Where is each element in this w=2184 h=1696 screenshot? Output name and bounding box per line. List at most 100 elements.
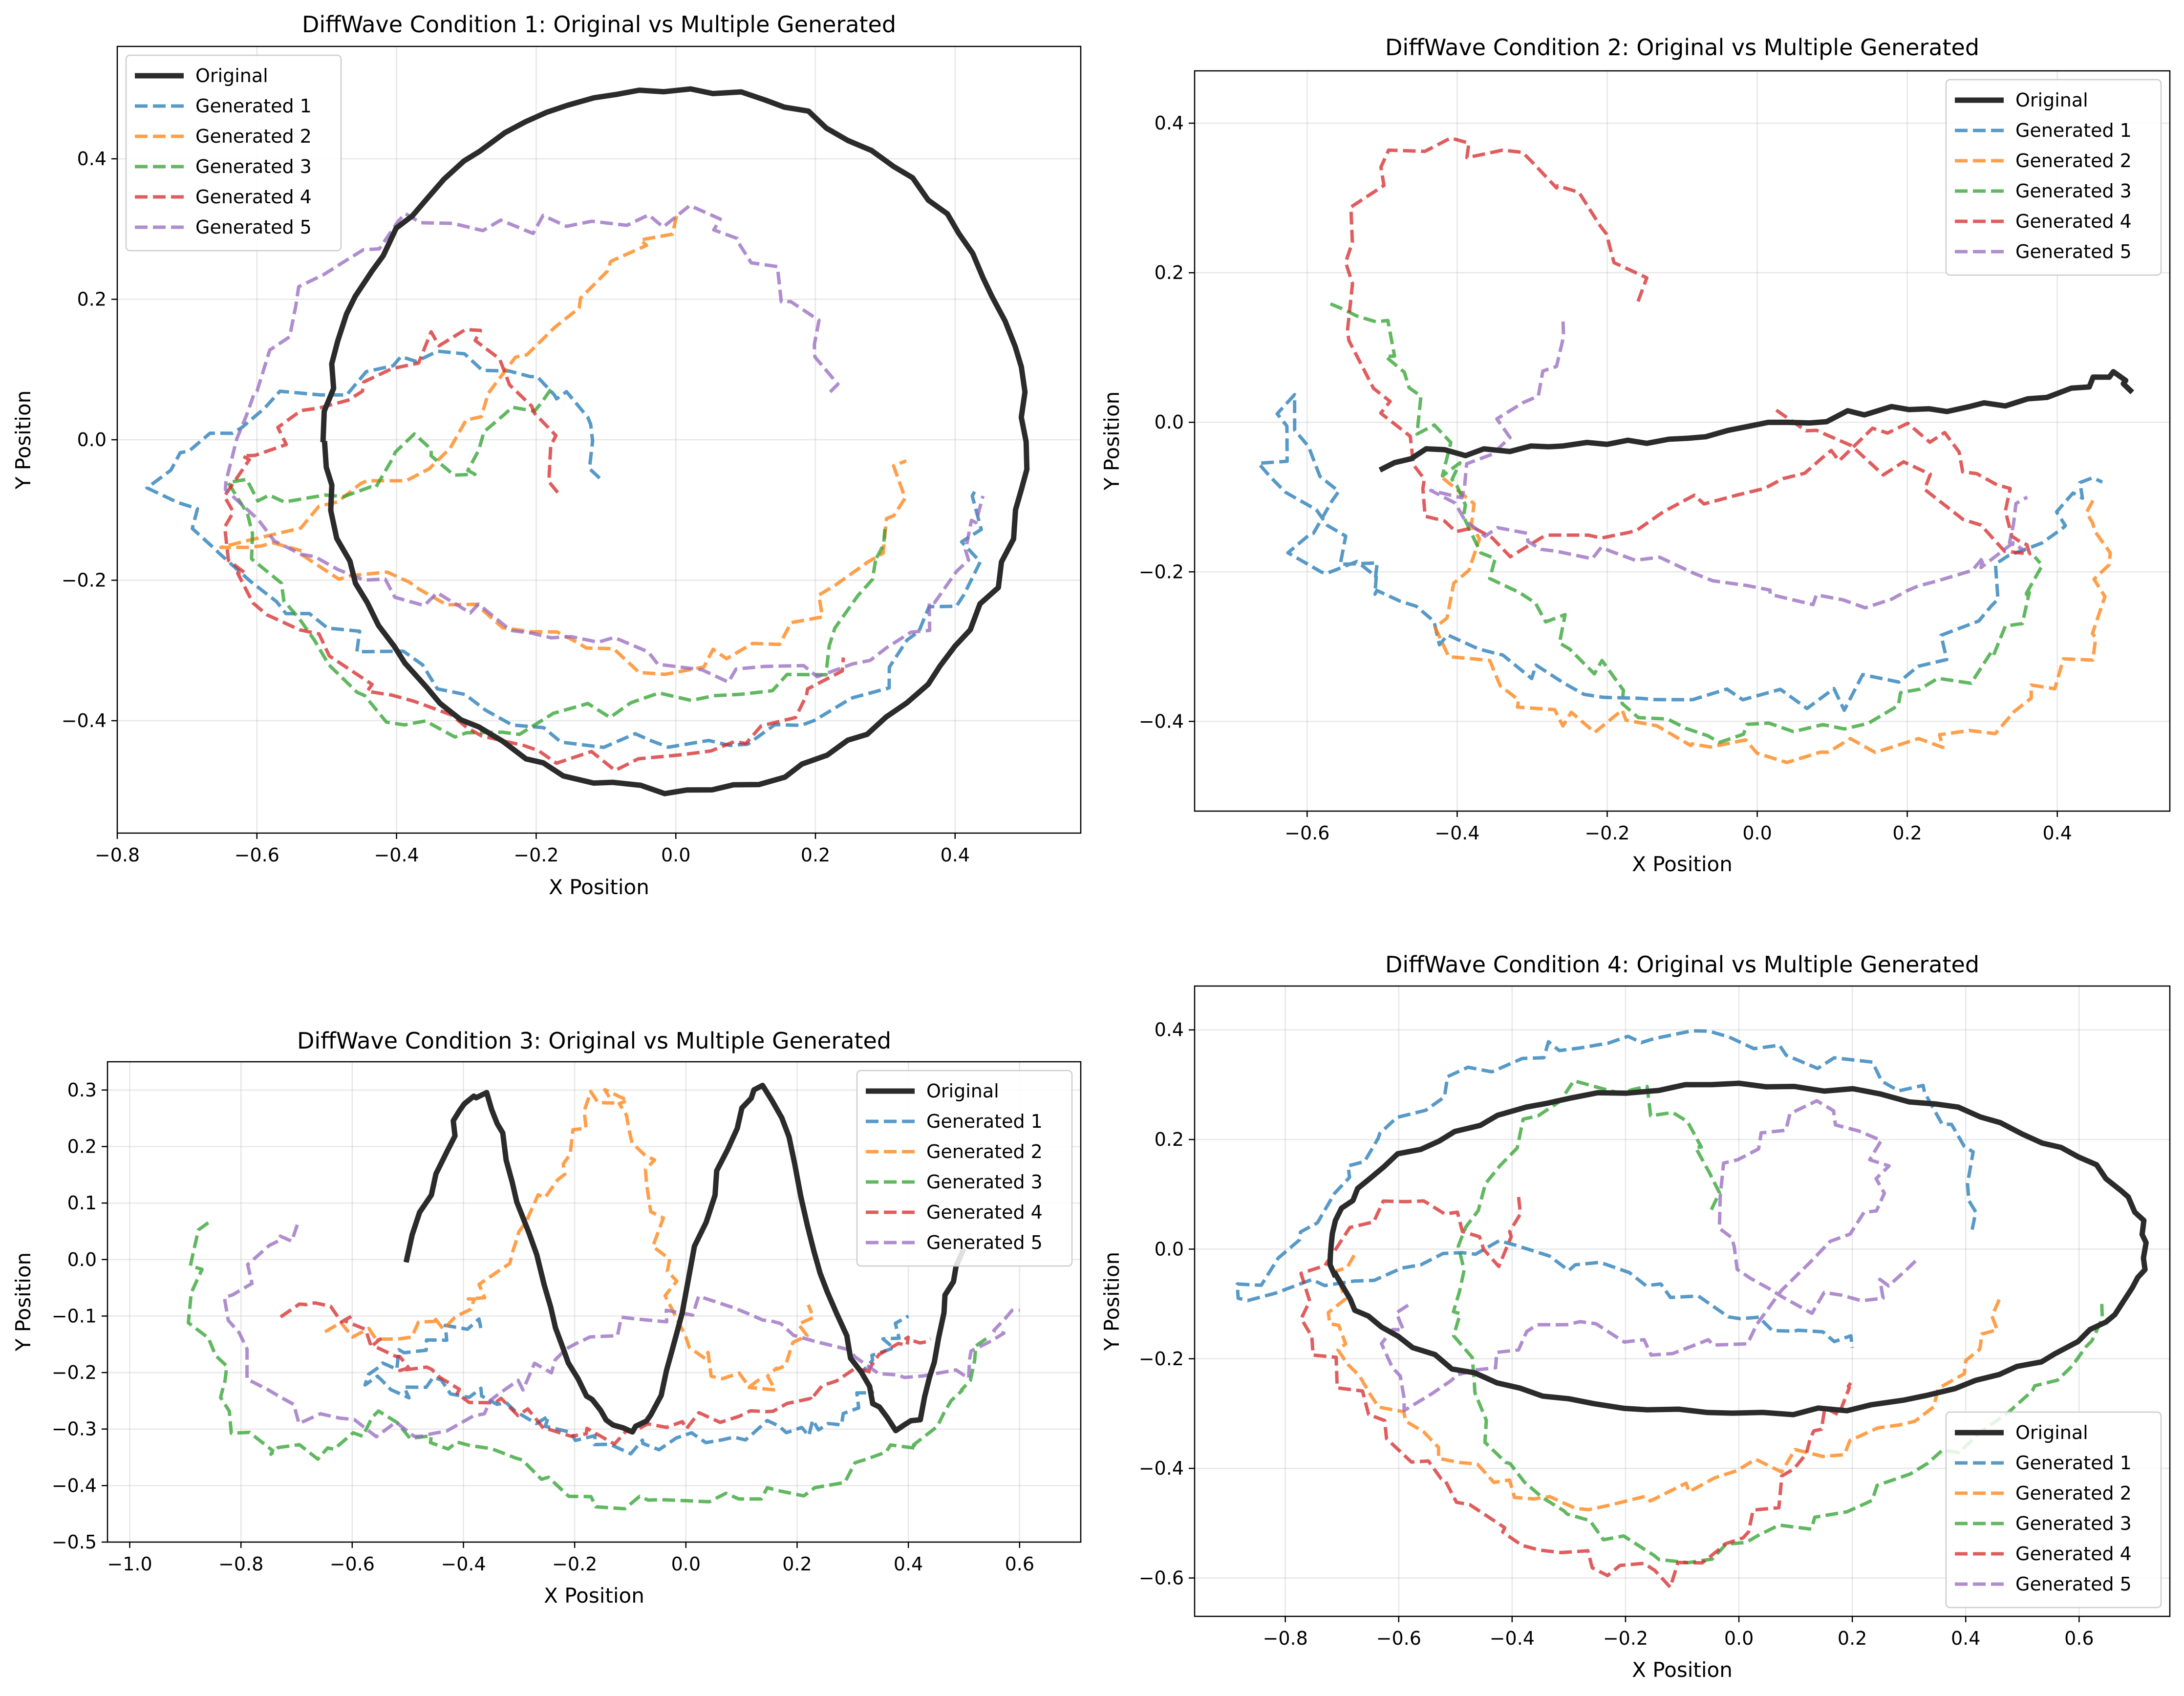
subplot-4-legend: Original Generated 1 Generated 2 Generated …: [1945, 1411, 2162, 1609]
subplot-4-title: DiffWave Condition 4: Original vs Multip…: [1385, 951, 1979, 978]
subplot-4-xlabel: X Position: [1632, 1658, 1733, 1682]
subplot-4-xtick-label-0: −0.8: [1263, 1628, 1308, 1649]
subplot-2-ytick-label-0: −0.4: [1139, 710, 1184, 732]
subplot-2-ytick-label-4: 0.4: [1155, 112, 1184, 134]
subplot-1-legend-label-3: Generated 3: [195, 156, 312, 177]
subplot-3-ytick-label-6: 0.1: [67, 1192, 97, 1214]
subplot-2: DiffWave Condition 2: Original vs Multip…: [1100, 34, 2171, 876]
subplot-1-legend-box: [125, 54, 342, 252]
subplot-3-axes-frame: [107, 1061, 1082, 1543]
subplot-3: DiffWave Condition 3: Original vs Multip…: [11, 1028, 1082, 1608]
subplot-1-xtick-label-5: 0.2: [801, 844, 830, 866]
subplot-3-title: DiffWave Condition 3: Original vs Multip…: [297, 1028, 891, 1054]
subplot-2-plot-area: −0.6 −0.4 −0.2 0.0 0.2 0.4 −0.4 −0.2 0.0 0.2 0.4 Or…: [1139, 70, 2171, 844]
subplot-1-xtick-label-2: −0.4: [374, 844, 419, 866]
subplot-2-ytick-label-1: −0.2: [1139, 561, 1184, 582]
subplot-1-series-original: [320, 86, 1030, 796]
subplot-3-series-group: [186, 1082, 1020, 1511]
subplot-3-xlabel: X Position: [544, 1584, 644, 1608]
subplot-1-ytick-label-1: −0.2: [62, 570, 107, 591]
subplot-3-xtick-label-4: −0.2: [552, 1553, 597, 1575]
subplot-2-legend-label-1: Generated 1: [2015, 120, 2132, 141]
subplot-2-legend-label-2: Generated 2: [2015, 150, 2132, 172]
subplot-4-xtick-label-7: 0.6: [2064, 1628, 2094, 1649]
subplot-1: DiffWave Condition 1: Original vs Multip…: [11, 11, 1082, 899]
subplot-4-legend-label-2: Generated 2: [2015, 1482, 2132, 1504]
subplot-3-legend-label-4: Generated 4: [926, 1202, 1043, 1223]
subplot-4-xtick-label-5: 0.2: [1838, 1628, 1867, 1649]
subplot-4-legend-box: [1945, 1411, 2162, 1609]
subplot-2-series-generated-1: [1257, 393, 2103, 712]
subplot-1-series-group: [145, 86, 1030, 796]
subplot-1-legend-label-4: Generated 4: [195, 186, 312, 208]
subplot-1-xtick-label-4: 0.0: [661, 844, 690, 866]
subplot-3-series-generated-3: [186, 1221, 987, 1511]
subplot-4-series-generated-4: [1299, 1197, 1854, 1589]
subplot-3-series-generated-4: [279, 1301, 932, 1446]
subplot-4-ytick-label-1: −0.4: [1139, 1458, 1184, 1479]
subplot-3-legend-label-3: Generated 3: [926, 1171, 1043, 1193]
subplot-3-xtick-label-2: −0.6: [330, 1553, 375, 1575]
subplot-1-series-generated-4: [222, 327, 845, 773]
subplot-3-legend-box: [856, 1070, 1073, 1267]
subplot-2-legend: Original Generated 1 Generated 2 Generated …: [1945, 79, 2162, 276]
subplot-3-ytick-label-3: −0.2: [52, 1362, 97, 1383]
subplot-2-legend-label-5: Generated 5: [2015, 241, 2132, 262]
subplot-3-ytick-label-7: 0.2: [67, 1136, 97, 1157]
subplot-2-legend-label-3: Generated 3: [2015, 180, 2132, 202]
subplot-1-legend-label-2: Generated 2: [195, 126, 312, 147]
subplot-4-xtick-label-6: 0.4: [1951, 1628, 1980, 1649]
subplot-4-series-generated-1: [1235, 1029, 1978, 1348]
subplot-4-ytick-label-0: −0.6: [1139, 1567, 1184, 1589]
subplot-2-title: DiffWave Condition 2: Original vs Multip…: [1385, 34, 1979, 61]
subplot-3-series-generated-2: [324, 1088, 815, 1392]
subplot-3-xtick-label-8: 0.6: [1005, 1553, 1034, 1575]
subplot-2-xtick-label-0: −0.6: [1285, 822, 1329, 844]
subplot-3-legend-label-5: Generated 5: [926, 1232, 1043, 1253]
subplot-3-series-generated-1: [363, 1314, 909, 1456]
subplot-4-ytick-label-4: 0.2: [1155, 1129, 1184, 1150]
subplot-3-legend: Original Generated 1 Generated 2 Generated …: [856, 1070, 1073, 1267]
subplot-4-ytick-label-2: −0.2: [1139, 1348, 1184, 1370]
subplot-1-plot-area: −0.8 −0.6 −0.4 −0.2 0.0 0.2 0.4 −0.4 −0.2 0.0 0.2 0…: [62, 45, 1082, 866]
subplot-3-xtick-label-6: 0.2: [782, 1553, 812, 1575]
subplot-3-ytick-label-1: −0.4: [52, 1475, 97, 1496]
subplot-3-xtick-label-5: 0.0: [671, 1553, 701, 1575]
subplot-2-xtick-label-3: 0.0: [1742, 822, 1772, 844]
subplot-1-series-generated-3: [226, 388, 887, 739]
subplot-2-legend-label-0: Original: [2015, 89, 2088, 111]
subplot-4-plot-area: −0.8 −0.6 −0.4 −0.2 0.0 0.2 0.4 0.6 −0.6 −0.4 −0.2…: [1139, 985, 2171, 1649]
subplot-2-xtick-label-4: 0.2: [1892, 822, 1922, 844]
subplot-4-legend-label-3: Generated 3: [2015, 1513, 2132, 1534]
subplot-1-ytick-label-3: 0.2: [77, 289, 107, 310]
subplot-2-series-generated-5: [1429, 321, 2029, 610]
subplot-1-legend-label-0: Original: [195, 65, 268, 86]
subplot-2-legend-label-4: Generated 4: [2015, 211, 2132, 232]
subplot-3-legend-label-1: Generated 1: [926, 1111, 1043, 1132]
subplot-4-xtick-label-2: −0.4: [1490, 1628, 1535, 1649]
subplot-4-axes-frame: [1194, 985, 2171, 1617]
subplot-2-ytick-label-2: 0.0: [1155, 411, 1184, 433]
subplot-4: DiffWave Condition 4: Original vs Multip…: [1100, 951, 2171, 1682]
subplot-4-legend-label-1: Generated 1: [2015, 1452, 2132, 1474]
subplot-1-series-generated-2: [219, 215, 907, 676]
subplot-3-ylabel: Y Position: [11, 1252, 35, 1352]
subplot-4-xtick-label-3: −0.2: [1603, 1628, 1648, 1649]
subplot-3-xtick-label-3: −0.4: [441, 1553, 486, 1575]
subplot-3-series-original: [403, 1082, 967, 1435]
subplot-3-ytick-label-5: 0.0: [67, 1249, 97, 1270]
subplot-1-legend-label-5: Generated 5: [195, 216, 312, 238]
subplot-1-series-generated-5: [223, 204, 985, 684]
subplot-3-xtick-label-1: −0.8: [218, 1553, 263, 1575]
subplot-2-xlabel: X Position: [1632, 852, 1733, 876]
subplot-4-ylabel: Y Position: [1100, 1252, 1124, 1352]
subplot-2-series-generated-2: [1433, 476, 2112, 764]
subplot-2-series-generated-3: [1329, 302, 2044, 744]
subplot-4-legend-label-0: Original: [2015, 1422, 2088, 1443]
subplot-1-xtick-label-1: −0.6: [235, 844, 279, 866]
subplot-2-xtick-label-5: 0.4: [2042, 822, 2072, 844]
subplot-1-ylabel: Y Position: [11, 390, 35, 490]
subplot-3-ytick-label-8: 0.3: [67, 1079, 97, 1101]
subplot-3-xtick-label-0: −1.0: [107, 1553, 152, 1575]
